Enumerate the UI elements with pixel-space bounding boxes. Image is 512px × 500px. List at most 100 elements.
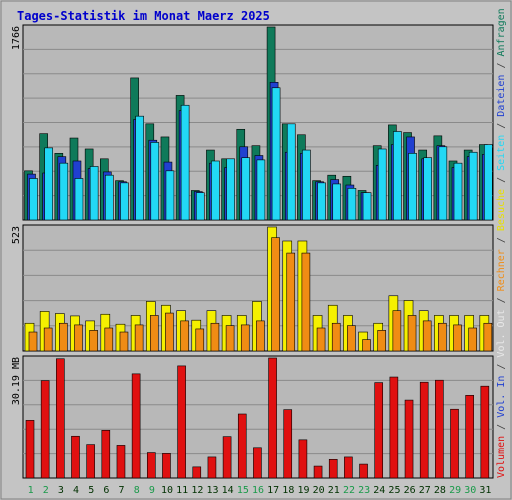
bar-volumen bbox=[131, 373, 141, 479]
bar-seiten bbox=[271, 87, 281, 221]
bar-rechner bbox=[316, 327, 326, 352]
x-tick-label: 23 bbox=[358, 485, 370, 496]
x-tick-label: 27 bbox=[419, 485, 431, 496]
x-tick-label: 10 bbox=[161, 485, 173, 496]
bar-seiten bbox=[241, 157, 251, 221]
bar-seiten bbox=[59, 162, 69, 221]
bar-volumen bbox=[450, 408, 459, 479]
legend-entry: Rechner bbox=[496, 249, 507, 291]
bar-volumen bbox=[328, 459, 338, 479]
bar-rechner bbox=[165, 312, 174, 352]
bar-rechner bbox=[331, 322, 341, 352]
bar-volumen bbox=[222, 436, 232, 479]
bar-volumen bbox=[177, 365, 186, 479]
legend-entry: Seiten bbox=[496, 135, 507, 171]
bar-rechner bbox=[195, 328, 205, 352]
bar-seiten bbox=[211, 160, 220, 221]
x-tick-label: 12 bbox=[191, 485, 203, 496]
bar-seiten bbox=[120, 182, 129, 221]
bar-rechner bbox=[301, 252, 311, 352]
x-tick-label: 9 bbox=[149, 485, 155, 496]
bar-seiten bbox=[226, 158, 235, 221]
bars bbox=[25, 357, 490, 479]
bar-seiten bbox=[29, 178, 38, 221]
x-tick-label: 7 bbox=[119, 485, 125, 496]
legend-entry: Anfragen bbox=[496, 8, 507, 56]
bar-rechner bbox=[240, 324, 250, 352]
y-max-label: 30.19 MB bbox=[11, 357, 22, 405]
bar-seiten bbox=[453, 162, 463, 221]
bar-volumen bbox=[86, 444, 95, 479]
bar-volumen bbox=[389, 376, 399, 479]
panel-2: 523 bbox=[11, 224, 494, 352]
bar-rechner bbox=[28, 331, 38, 352]
bar-rechner bbox=[483, 322, 493, 352]
legend-entry: / bbox=[496, 171, 507, 189]
bar-seiten bbox=[438, 146, 448, 221]
bar-volumen bbox=[404, 399, 414, 479]
bar-volumen bbox=[101, 430, 111, 479]
x-tick-label: 15 bbox=[237, 485, 249, 496]
bar-volumen bbox=[56, 358, 65, 479]
bar-volumen bbox=[419, 381, 429, 479]
bar-rechner bbox=[347, 325, 356, 352]
bar-volumen bbox=[283, 409, 293, 479]
x-tick-label: 30 bbox=[464, 485, 476, 496]
x-tick-label: 14 bbox=[222, 485, 234, 496]
bar-volumen bbox=[71, 435, 80, 479]
bar-seiten bbox=[362, 192, 372, 221]
bar-seiten bbox=[195, 192, 205, 221]
legend-entry: / bbox=[496, 358, 507, 376]
bar-rechner bbox=[453, 324, 462, 352]
legend-entry: Dateien bbox=[496, 75, 507, 117]
bar-seiten bbox=[135, 115, 144, 221]
bar-seiten bbox=[347, 188, 357, 221]
bar-seiten bbox=[256, 159, 266, 221]
bar-seiten bbox=[180, 104, 190, 221]
x-axis-labels: 1 2 3 4 5 6 7 8 9 10 11 12 13 14 15 16 17 18 19 20 21 22 23 24 2… bbox=[28, 485, 492, 496]
panel-1: 1766 bbox=[11, 24, 494, 221]
bar-seiten bbox=[484, 144, 493, 221]
bar-volumen bbox=[313, 465, 323, 479]
bar-seiten bbox=[74, 178, 84, 221]
bar-rechner bbox=[271, 237, 280, 352]
bar-seiten bbox=[302, 149, 311, 221]
bar-volumen bbox=[480, 385, 490, 479]
x-tick-label: 24 bbox=[373, 485, 385, 496]
bar-volumen bbox=[268, 357, 277, 479]
bar-seiten bbox=[105, 174, 114, 221]
bar-rechner bbox=[43, 327, 53, 352]
x-tick-label: 8 bbox=[134, 485, 140, 496]
bar-volumen bbox=[162, 453, 171, 479]
bar-volumen bbox=[25, 420, 35, 479]
bar-rechner bbox=[104, 327, 114, 352]
y-max-label: 523 bbox=[11, 226, 22, 244]
x-tick-label: 18 bbox=[282, 485, 294, 496]
x-tick-label: 11 bbox=[176, 485, 188, 496]
bar-rechner bbox=[74, 324, 83, 352]
bar-seiten bbox=[44, 147, 53, 221]
bar-rechner bbox=[377, 330, 387, 352]
bar-rechner bbox=[134, 324, 144, 352]
x-tick-label: 16 bbox=[252, 485, 264, 496]
bar-seiten bbox=[377, 148, 387, 221]
bar-seiten bbox=[393, 131, 402, 221]
bar-seiten bbox=[286, 123, 296, 221]
x-tick-label: 5 bbox=[88, 485, 94, 496]
chart-title: Tages-Statistik im Monat Maerz 2025 bbox=[17, 9, 270, 23]
bar-volumen bbox=[207, 456, 217, 479]
x-tick-label: 4 bbox=[73, 485, 79, 496]
bar-seiten bbox=[89, 166, 99, 221]
legend-entry: / bbox=[496, 418, 507, 436]
bar-seiten bbox=[423, 157, 432, 221]
bar-rechner bbox=[210, 322, 220, 352]
bar-rechner bbox=[438, 322, 447, 352]
bar-volumen bbox=[192, 466, 202, 479]
bar-seiten bbox=[165, 170, 175, 221]
series-legend-vertical: Volumen / Vol. In / Vol. Out / Rechner /… bbox=[496, 8, 507, 478]
x-tick-label: 13 bbox=[206, 485, 218, 496]
bar-volumen bbox=[146, 452, 156, 479]
bar-volumen bbox=[374, 382, 384, 479]
